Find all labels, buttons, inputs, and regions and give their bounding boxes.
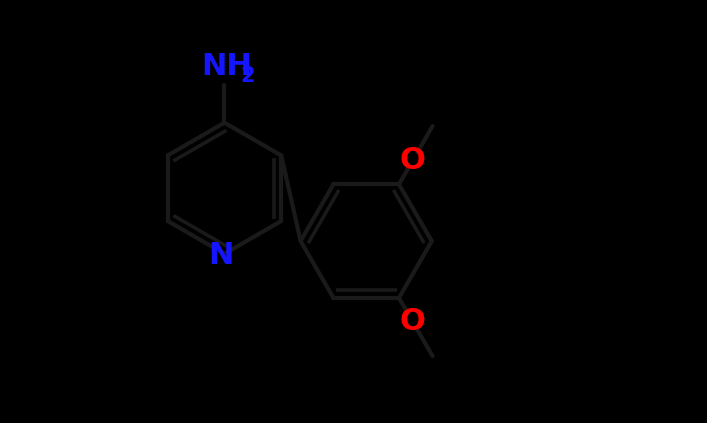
Text: N: N xyxy=(209,242,234,270)
Text: O: O xyxy=(399,146,426,175)
Text: NH: NH xyxy=(201,52,252,81)
Text: 2: 2 xyxy=(240,66,255,86)
Text: O: O xyxy=(399,307,426,336)
